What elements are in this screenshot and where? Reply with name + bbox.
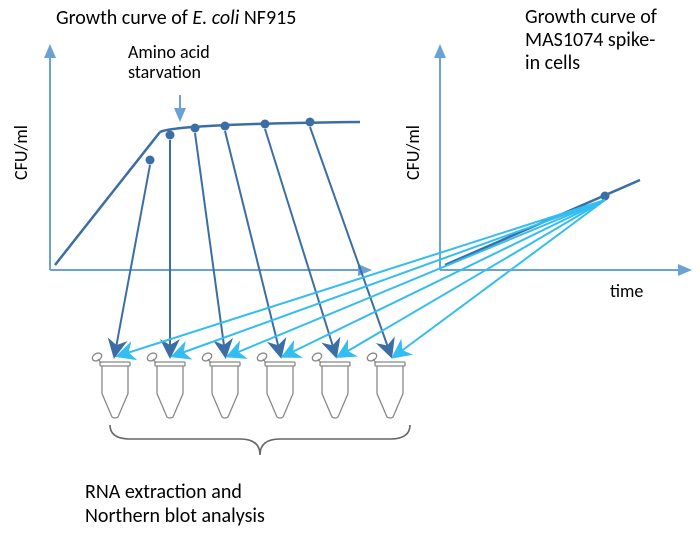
diagram-svg — [0, 0, 700, 560]
diagram-container: Growth curve of E. coli NF915 Growth cur… — [0, 0, 700, 560]
